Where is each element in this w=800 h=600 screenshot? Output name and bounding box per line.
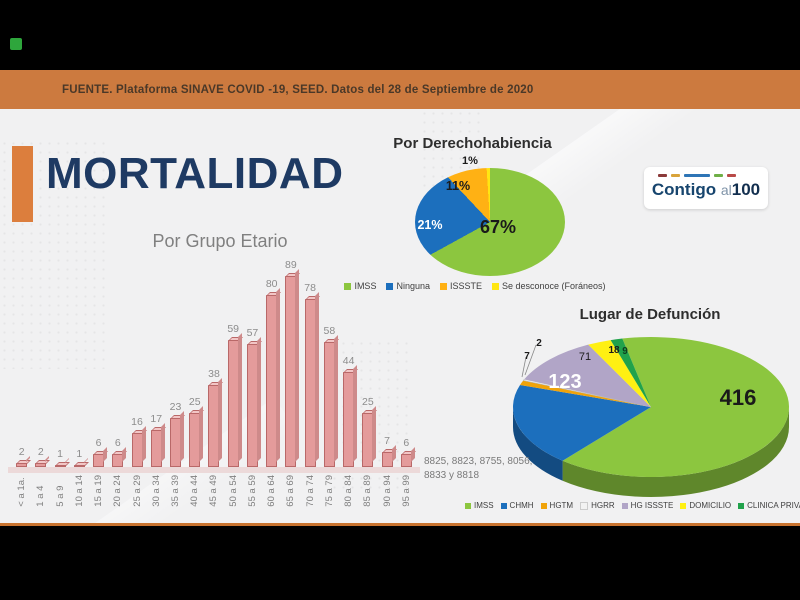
legend-item: HGRR bbox=[580, 501, 615, 510]
bar: 78 bbox=[301, 282, 320, 467]
bar-category-label: 10 a 14 bbox=[73, 475, 85, 507]
bar: 1 bbox=[70, 448, 89, 467]
pie1-slice-label: 1% bbox=[462, 155, 478, 167]
bar-category-label: 95 a 99 bbox=[400, 475, 412, 507]
bar: 2 bbox=[12, 446, 31, 467]
title-accent-bar bbox=[12, 146, 33, 222]
legend-item: Ninguna bbox=[386, 281, 430, 291]
bar: 57 bbox=[243, 327, 262, 467]
legend-item: IMSS bbox=[344, 281, 376, 291]
pie2-slice bbox=[513, 407, 563, 481]
pie2-lugar-defuncion bbox=[513, 337, 789, 497]
source-header-bar: FUENTE. Plataforma SINAVE COVID -19, SEE… bbox=[0, 70, 800, 109]
pie2-slice-label: 2 bbox=[536, 338, 542, 349]
bar-category-label: 75 a 79 bbox=[323, 475, 335, 507]
recording-indicator-icon bbox=[10, 38, 22, 50]
bar-category-label: 35 a 39 bbox=[169, 475, 181, 507]
bar: 25 bbox=[358, 396, 377, 467]
bar: 44 bbox=[339, 355, 358, 467]
page-title: MORTALIDAD bbox=[46, 149, 344, 198]
bar: 89 bbox=[281, 259, 300, 467]
bar-category-label: 80 a 84 bbox=[343, 475, 355, 507]
slide-canvas: MORTALIDAD Por Grupo Etario 2 2 1 1 6 6 16 17 23… bbox=[0, 109, 800, 523]
source-text: FUENTE. Plataforma SINAVE COVID -19, SEE… bbox=[62, 83, 534, 96]
pie2-slice-label: 9 bbox=[622, 346, 628, 357]
bar-category-label: 55 a 59 bbox=[246, 475, 258, 507]
pie2-note: 8825, 8823, 8755, 8056, 8833 y 8818 bbox=[424, 456, 533, 481]
pie2-slice bbox=[562, 337, 789, 477]
bar-category-label: 90 a 94 bbox=[381, 475, 393, 507]
pie1-slice-label: 21% bbox=[417, 218, 443, 232]
bar-category-label: 20 a 24 bbox=[112, 475, 124, 507]
bar-category-label: 50 a 54 bbox=[227, 475, 239, 507]
pie2-slice-label: 7 bbox=[524, 351, 530, 362]
bar-category-label: 70 a 74 bbox=[304, 475, 316, 507]
bar-chart-baseline bbox=[8, 467, 420, 473]
bar: 16 bbox=[127, 416, 146, 467]
pie2-title: Lugar de Defunción bbox=[579, 306, 721, 323]
pie2-slice bbox=[522, 378, 652, 408]
pie1-legend: IMSS Ninguna ISSSTE Se desconoce (Foráneos) bbox=[344, 281, 606, 291]
bar: 1 bbox=[50, 448, 69, 467]
pie2-slice-label: 18 bbox=[608, 345, 620, 356]
legend-item: ISSSTE bbox=[439, 281, 482, 291]
bar-category-label: 65 a 69 bbox=[285, 475, 297, 507]
legend-item: CHMH bbox=[500, 501, 534, 510]
bar: 58 bbox=[320, 325, 339, 467]
pie2-slice-label: 416 bbox=[719, 385, 757, 410]
pie1-derechohabiencia bbox=[415, 168, 565, 276]
pie2-slice bbox=[513, 384, 651, 461]
pie1-title: Por Derechohabiencia bbox=[393, 135, 552, 152]
pie2-slice-label: 123 bbox=[548, 371, 582, 393]
bar: 38 bbox=[204, 368, 223, 467]
bar-category-label: 45 a 49 bbox=[208, 475, 220, 507]
pie2-slice bbox=[588, 340, 651, 407]
bar-category-label: < a 1a. bbox=[16, 477, 28, 507]
bar: 59 bbox=[224, 323, 243, 467]
legend-item: IMSS bbox=[464, 501, 494, 510]
bar-chart-bars: 2 2 1 1 6 6 16 17 23 25 38 59 57 80 89 78 58 44 25 7 6 bbox=[12, 259, 416, 467]
bar: 25 bbox=[185, 396, 204, 467]
bar-chart-categories: < a 1a. 1 a 4 5 a 9 10 a 14 15 a 19 20 a 24 25… bbox=[12, 475, 416, 507]
bar: 6 bbox=[397, 437, 416, 467]
bar: 23 bbox=[166, 401, 185, 467]
pie1-slice-label: 67% bbox=[479, 217, 517, 237]
bar-category-label: 60 a 64 bbox=[266, 475, 278, 507]
pie2-slice bbox=[562, 407, 789, 497]
bar-category-label: 30 a 34 bbox=[150, 475, 162, 507]
bar-category-label: 1 a 4 bbox=[35, 485, 47, 507]
contigo-al-100-logo: Contigo al100 bbox=[644, 167, 768, 209]
bar-category-label: 85 a 89 bbox=[362, 475, 374, 507]
legend-item: HG ISSSTE bbox=[621, 501, 673, 510]
bar-category-label: 25 a 29 bbox=[131, 475, 143, 507]
bar: 6 bbox=[108, 437, 127, 467]
slide-bottom-border bbox=[0, 523, 800, 526]
logo-text: Contigo al100 bbox=[651, 180, 761, 199]
logo-dashes-icon bbox=[658, 174, 736, 177]
pie1-slice-label: 11% bbox=[445, 179, 471, 193]
pie2-slice bbox=[524, 344, 651, 407]
pie2-legend: IMSS CHMH HGTM HGRR HG ISSSTE DOMICILIO CLINIC… bbox=[464, 501, 800, 510]
bar: 80 bbox=[262, 278, 281, 467]
bar-category-label: 5 a 9 bbox=[54, 485, 66, 507]
bar-category-label: 15 a 19 bbox=[93, 475, 105, 507]
legend-item: DOMICILIO bbox=[680, 501, 731, 510]
bar: 7 bbox=[377, 435, 396, 467]
legend-item: CLINICA PRIVADA bbox=[738, 501, 800, 510]
pie2-slice-label: 71 bbox=[578, 351, 592, 363]
bar-category-label: 40 a 44 bbox=[189, 475, 201, 507]
legend-item: HGTM bbox=[540, 501, 573, 510]
bar: 6 bbox=[89, 437, 108, 467]
legend-item: Se desconoce (Foráneos) bbox=[492, 281, 606, 291]
pie2-leader-line bbox=[521, 356, 527, 378]
pie2-slice bbox=[610, 338, 651, 407]
bar-chart-title: Por Grupo Etario bbox=[152, 231, 288, 251]
bar: 17 bbox=[147, 413, 166, 467]
pie2-leader-line bbox=[524, 344, 537, 376]
bar: 2 bbox=[31, 446, 50, 467]
